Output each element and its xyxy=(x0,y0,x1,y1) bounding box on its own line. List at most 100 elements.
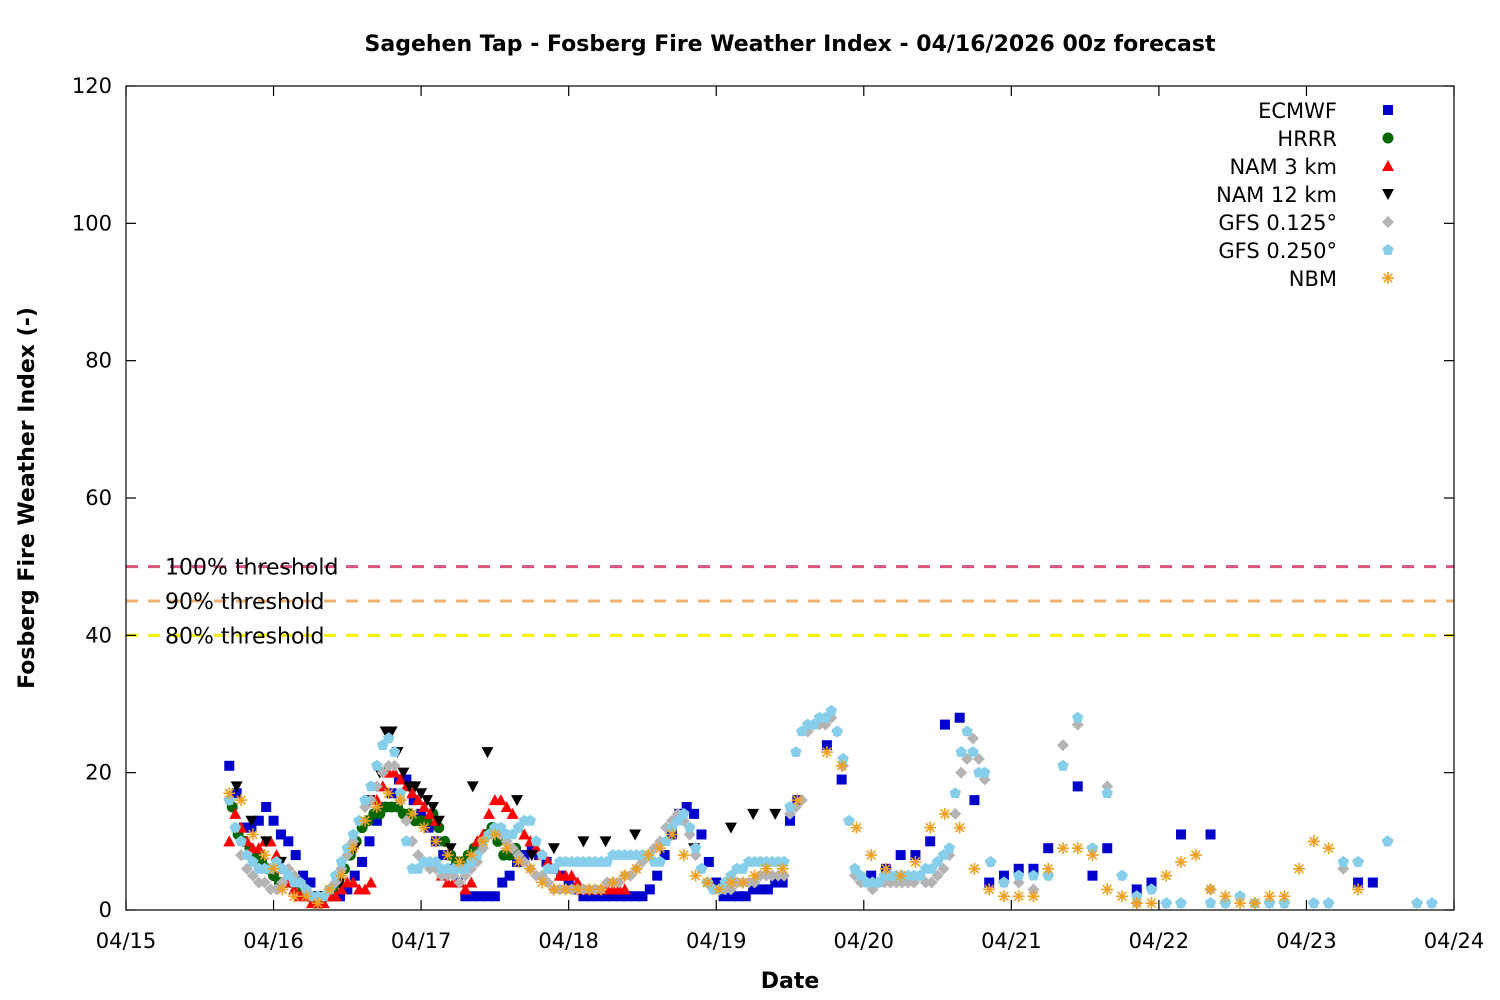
data-point xyxy=(969,795,980,806)
x-axis-label: Date xyxy=(761,969,820,994)
data-point xyxy=(223,835,236,847)
data-point xyxy=(335,869,348,882)
data-point xyxy=(968,862,981,875)
y-tick-label: 100 xyxy=(72,211,112,235)
data-point xyxy=(785,815,795,826)
legend-label: NAM 3 km xyxy=(1229,155,1337,179)
data-point xyxy=(630,891,641,902)
data-point xyxy=(1101,883,1114,896)
y-tick-label: 0 xyxy=(99,898,112,922)
data-point xyxy=(335,883,348,895)
data-point xyxy=(429,835,442,848)
data-point xyxy=(388,746,401,757)
x-tick-label: 04/21 xyxy=(981,929,1042,953)
data-point xyxy=(288,890,301,903)
data-point xyxy=(1130,897,1143,910)
data-point xyxy=(1204,883,1217,896)
data-point xyxy=(512,855,525,868)
data-point xyxy=(1352,883,1365,896)
data-point xyxy=(563,877,574,888)
data-point xyxy=(939,719,950,730)
data-point xyxy=(849,862,861,874)
data-point xyxy=(525,850,538,862)
data-point xyxy=(955,766,968,779)
data-point xyxy=(724,822,737,834)
data-point xyxy=(577,836,590,848)
data-point xyxy=(283,836,294,847)
threshold-label: 90% threshold xyxy=(165,590,325,615)
data-point xyxy=(370,801,383,813)
data-point xyxy=(408,795,419,806)
data-point xyxy=(323,883,336,896)
data-point xyxy=(559,883,572,896)
data-point xyxy=(910,850,921,861)
legend-marker xyxy=(1383,105,1393,115)
data-point xyxy=(850,821,863,834)
legend-label: ECMWF xyxy=(1258,99,1337,123)
data-point xyxy=(1160,869,1173,882)
data-point xyxy=(1426,897,1438,908)
data-point xyxy=(983,883,996,896)
data-point xyxy=(1102,843,1113,854)
data-point xyxy=(689,808,700,819)
data-point xyxy=(482,807,495,819)
data-point xyxy=(241,849,253,860)
legend-marker xyxy=(1382,272,1394,284)
data-point xyxy=(1353,877,1364,888)
threshold-lines: 100% threshold 90% threshold 80% threshold xyxy=(126,556,1454,649)
data-point xyxy=(909,855,922,868)
y-tick-label: 40 xyxy=(85,623,112,647)
data-point xyxy=(855,869,867,881)
data-point xyxy=(733,891,744,902)
data-point xyxy=(593,891,604,902)
data-point xyxy=(984,877,995,888)
data-point xyxy=(642,849,655,862)
data-point xyxy=(253,815,264,826)
data-point xyxy=(713,883,726,896)
data-point xyxy=(1219,890,1232,903)
data-point xyxy=(689,842,702,854)
data-point xyxy=(760,862,773,875)
x-tick-label: 04/15 xyxy=(96,929,157,953)
data-point xyxy=(629,829,642,841)
data-point xyxy=(1293,862,1306,875)
data-point xyxy=(247,855,259,867)
data-point xyxy=(347,842,360,855)
data-point xyxy=(1071,842,1084,855)
data-point xyxy=(1028,863,1039,874)
data-point xyxy=(465,876,478,888)
legend-label: NAM 12 km xyxy=(1216,183,1337,207)
data-point xyxy=(430,855,442,867)
y-tick-label: 120 xyxy=(72,74,112,98)
data-point xyxy=(497,877,508,888)
data-point xyxy=(542,855,555,867)
data-point xyxy=(1056,739,1069,752)
data-point xyxy=(689,869,702,882)
data-point xyxy=(365,780,377,792)
x-axis: 04/15 04/16 04/17 04/18 04/19 04/20 04/21 04/22… xyxy=(96,86,1484,953)
data-point xyxy=(1145,897,1158,910)
data-point xyxy=(748,869,761,882)
data-point xyxy=(406,787,419,799)
x-tick-label: 04/20 xyxy=(834,929,895,953)
data-point xyxy=(229,807,242,819)
data-point xyxy=(615,891,626,902)
x-tick-label: 04/23 xyxy=(1276,929,1337,953)
data-point xyxy=(547,883,560,896)
data-point xyxy=(364,876,377,888)
legend-label: HRRR xyxy=(1277,127,1337,151)
data-point xyxy=(459,883,472,895)
data-point xyxy=(967,746,979,757)
data-point xyxy=(1116,890,1128,903)
data-point xyxy=(453,855,466,868)
data-point xyxy=(477,835,490,848)
data-point xyxy=(622,891,633,902)
legend-marker xyxy=(1382,189,1394,200)
data-point xyxy=(412,794,425,806)
x-tick-label: 04/22 xyxy=(1129,929,1190,953)
data-point xyxy=(421,795,434,807)
data-point xyxy=(1234,897,1247,910)
x-tick-label: 04/17 xyxy=(391,929,452,953)
data-point xyxy=(701,876,714,889)
